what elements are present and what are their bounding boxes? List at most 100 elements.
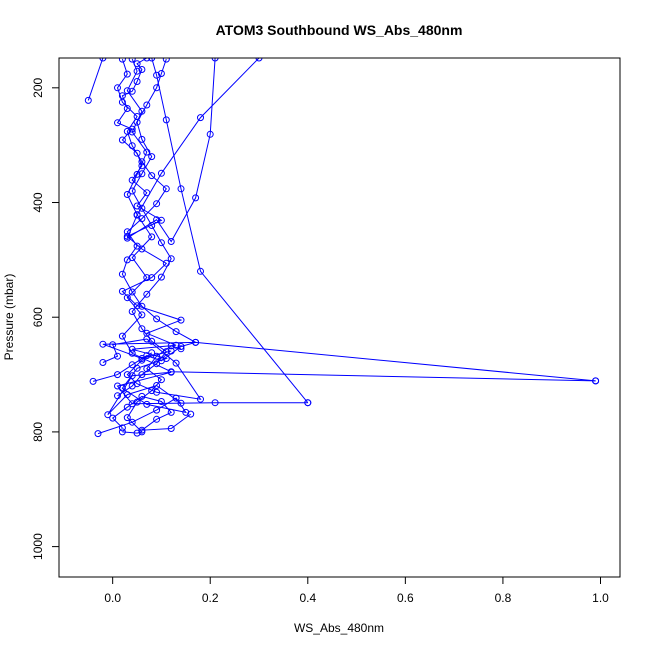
data-point (157, 398, 165, 405)
series-line-4 (111, 395, 191, 431)
data-point (167, 255, 175, 263)
data-point (133, 429, 141, 437)
data-point (167, 368, 175, 376)
data-point (172, 341, 180, 349)
data-point (153, 200, 161, 208)
data-point (138, 158, 146, 166)
data-point (109, 414, 117, 422)
data-point (206, 130, 214, 138)
data-point (128, 400, 136, 408)
data-point (157, 216, 165, 224)
data-point (148, 387, 156, 395)
data-point (162, 348, 170, 356)
data-point (84, 96, 92, 104)
data-point (148, 153, 156, 161)
data-point (123, 414, 131, 422)
data-point (109, 341, 117, 349)
data-point (118, 332, 126, 340)
data-point (123, 105, 131, 112)
data-point (148, 349, 156, 357)
data-point (148, 58, 156, 62)
series-line-6 (107, 371, 308, 416)
data-point (114, 119, 121, 127)
data-point (128, 382, 136, 390)
series-line-7 (126, 58, 260, 243)
data-point (167, 408, 175, 416)
data-point (167, 425, 175, 432)
data-point (177, 343, 185, 350)
series-line-3 (87, 58, 104, 101)
data-point (118, 428, 126, 436)
data-point (118, 98, 126, 106)
data-point (157, 70, 165, 77)
data-point (118, 287, 126, 295)
data-point (143, 274, 151, 282)
data-point (138, 325, 146, 333)
data-point (123, 294, 131, 302)
data-point (153, 382, 161, 389)
plot-area (84, 58, 600, 438)
x-tick-label: 0.4 (299, 591, 316, 605)
data-point (211, 399, 219, 407)
data-point (128, 142, 136, 150)
data-point (153, 406, 161, 414)
data-point (211, 58, 219, 62)
data-point (138, 107, 146, 115)
data-point (148, 172, 156, 180)
data-point (138, 170, 146, 178)
data-point (138, 392, 146, 400)
data-point (114, 352, 121, 360)
data-point (133, 67, 141, 75)
data-point (138, 428, 146, 436)
data-point (123, 403, 131, 411)
data-point (133, 302, 141, 310)
data-point (172, 359, 180, 367)
data-point (162, 58, 170, 63)
series-lines (87, 58, 596, 435)
data-point (592, 377, 600, 385)
x-axis-ticks: 0.0 0.2 0.4 0.6 0.8 1.0 (104, 577, 609, 605)
data-point (123, 127, 131, 135)
data-point (157, 169, 165, 177)
data-point (177, 399, 185, 407)
series-line-10 (121, 58, 596, 382)
data-point (128, 345, 136, 353)
data-point (153, 352, 161, 360)
data-point (192, 338, 200, 346)
data-point (133, 364, 141, 372)
data-point (128, 187, 136, 195)
data-point (143, 148, 151, 156)
data-point (143, 101, 151, 109)
data-point (153, 360, 161, 368)
plot-frame (58, 57, 621, 578)
data-point (123, 391, 131, 399)
data-point (153, 84, 161, 92)
data-point (133, 211, 141, 219)
y-tick-label: 600 (31, 307, 45, 327)
data-point (138, 162, 146, 170)
data-point (167, 238, 175, 245)
data-point (197, 114, 204, 122)
data-point (153, 388, 161, 396)
data-point (128, 308, 136, 315)
x-tick-label: 0.8 (495, 591, 512, 605)
x-axis-label: WS_Abs_480nm (294, 621, 384, 635)
data-point (128, 254, 136, 262)
x-tick-label: 1.0 (592, 591, 609, 605)
data-point (157, 376, 165, 384)
data-point (177, 185, 185, 193)
data-point (138, 302, 146, 310)
data-point (138, 371, 146, 379)
data-point (153, 315, 161, 323)
data-point (114, 382, 121, 390)
data-point (89, 377, 97, 385)
data-point (133, 170, 141, 178)
data-point (197, 395, 204, 403)
series-line-9 (102, 338, 202, 400)
data-point (143, 58, 151, 62)
data-point (123, 371, 131, 379)
data-point (99, 58, 107, 62)
data-point (118, 270, 126, 278)
data-point (104, 411, 112, 419)
